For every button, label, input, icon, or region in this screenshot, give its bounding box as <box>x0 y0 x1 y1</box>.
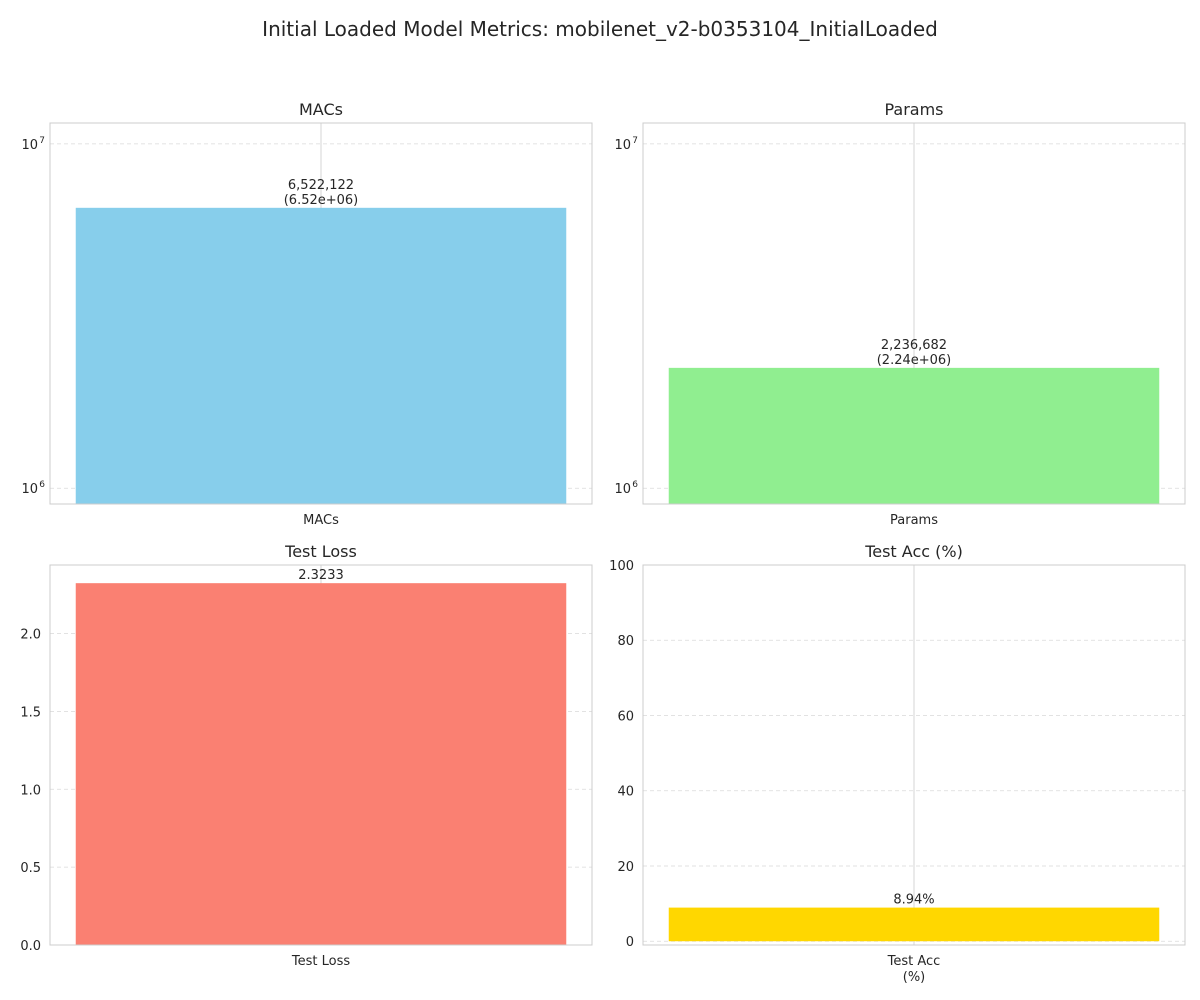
macs-ytick-exponent: 6 <box>39 480 45 490</box>
test-acc-xtick-label: (%) <box>903 970 926 985</box>
macs-title: MACs <box>299 100 343 119</box>
test-loss-value-label: 2.3233 <box>298 568 344 583</box>
params-bar <box>668 367 1160 504</box>
macs-ytick-label: 10 <box>21 138 38 153</box>
test-loss-ytick-label: 0.0 <box>20 939 41 954</box>
params-value-label: (2.24e+06) <box>877 353 952 368</box>
macs-xtick-label: MACs <box>303 513 339 528</box>
params-xtick-label: Params <box>890 513 938 528</box>
params-ytick-label: 10 <box>614 482 631 497</box>
test-loss-frame <box>49 564 593 946</box>
macs-ytick-label: 10 <box>21 482 38 497</box>
test-acc-ytick-label: 20 <box>617 860 634 875</box>
test-acc-ytick-label: 100 <box>609 559 634 574</box>
params-value-label: 2,236,682 <box>881 338 947 353</box>
subplot-test-acc: 8.94% 0 20 40 60 80 100 Test Acc(%) Test Acc (%) <box>609 542 1186 985</box>
test-loss-ytick-label: 1.5 <box>20 705 41 720</box>
params-frame <box>642 122 1186 505</box>
params-ytick-exponent: 6 <box>632 480 638 490</box>
macs-value-label: (6.52e+06) <box>284 193 359 208</box>
macs-frame <box>49 122 593 505</box>
macs-ytick-exponent: 7 <box>39 136 45 146</box>
subplot-test-loss: 2.3233 0.0 0.5 1.0 1.5 2.0 Test Loss Test Loss <box>20 542 593 969</box>
test-acc-ytick-label: 0 <box>626 935 634 950</box>
params-ytick-exponent: 7 <box>632 136 638 146</box>
test-acc-bar <box>668 907 1160 942</box>
test-acc-ytick-label: 80 <box>617 634 634 649</box>
macs-bar <box>75 207 567 504</box>
test-acc-ytick-label: 40 <box>617 785 634 800</box>
params-title: Params <box>884 100 943 119</box>
test-loss-xtick-label: Test Loss <box>291 954 350 969</box>
test-acc-xtick-label: Test Acc <box>887 954 941 969</box>
macs-value-label: 6,522,122 <box>288 178 354 193</box>
test-loss-ytick-label: 1.0 <box>20 783 41 798</box>
test-acc-ytick-label: 60 <box>617 709 634 724</box>
test-loss-ytick-label: 2.0 <box>20 628 41 643</box>
test-acc-frame <box>642 564 1186 946</box>
test-loss-bar <box>75 583 567 945</box>
test-acc-value-label: 8.94% <box>893 893 934 908</box>
test-loss-title: Test Loss <box>284 542 357 561</box>
params-ytick-label: 10 <box>614 138 631 153</box>
test-acc-title: Test Acc (%) <box>864 542 963 561</box>
figure-title: Initial Loaded Model Metrics: mobilenet_… <box>262 17 938 41</box>
test-loss-ytick-label: 0.5 <box>20 861 41 876</box>
